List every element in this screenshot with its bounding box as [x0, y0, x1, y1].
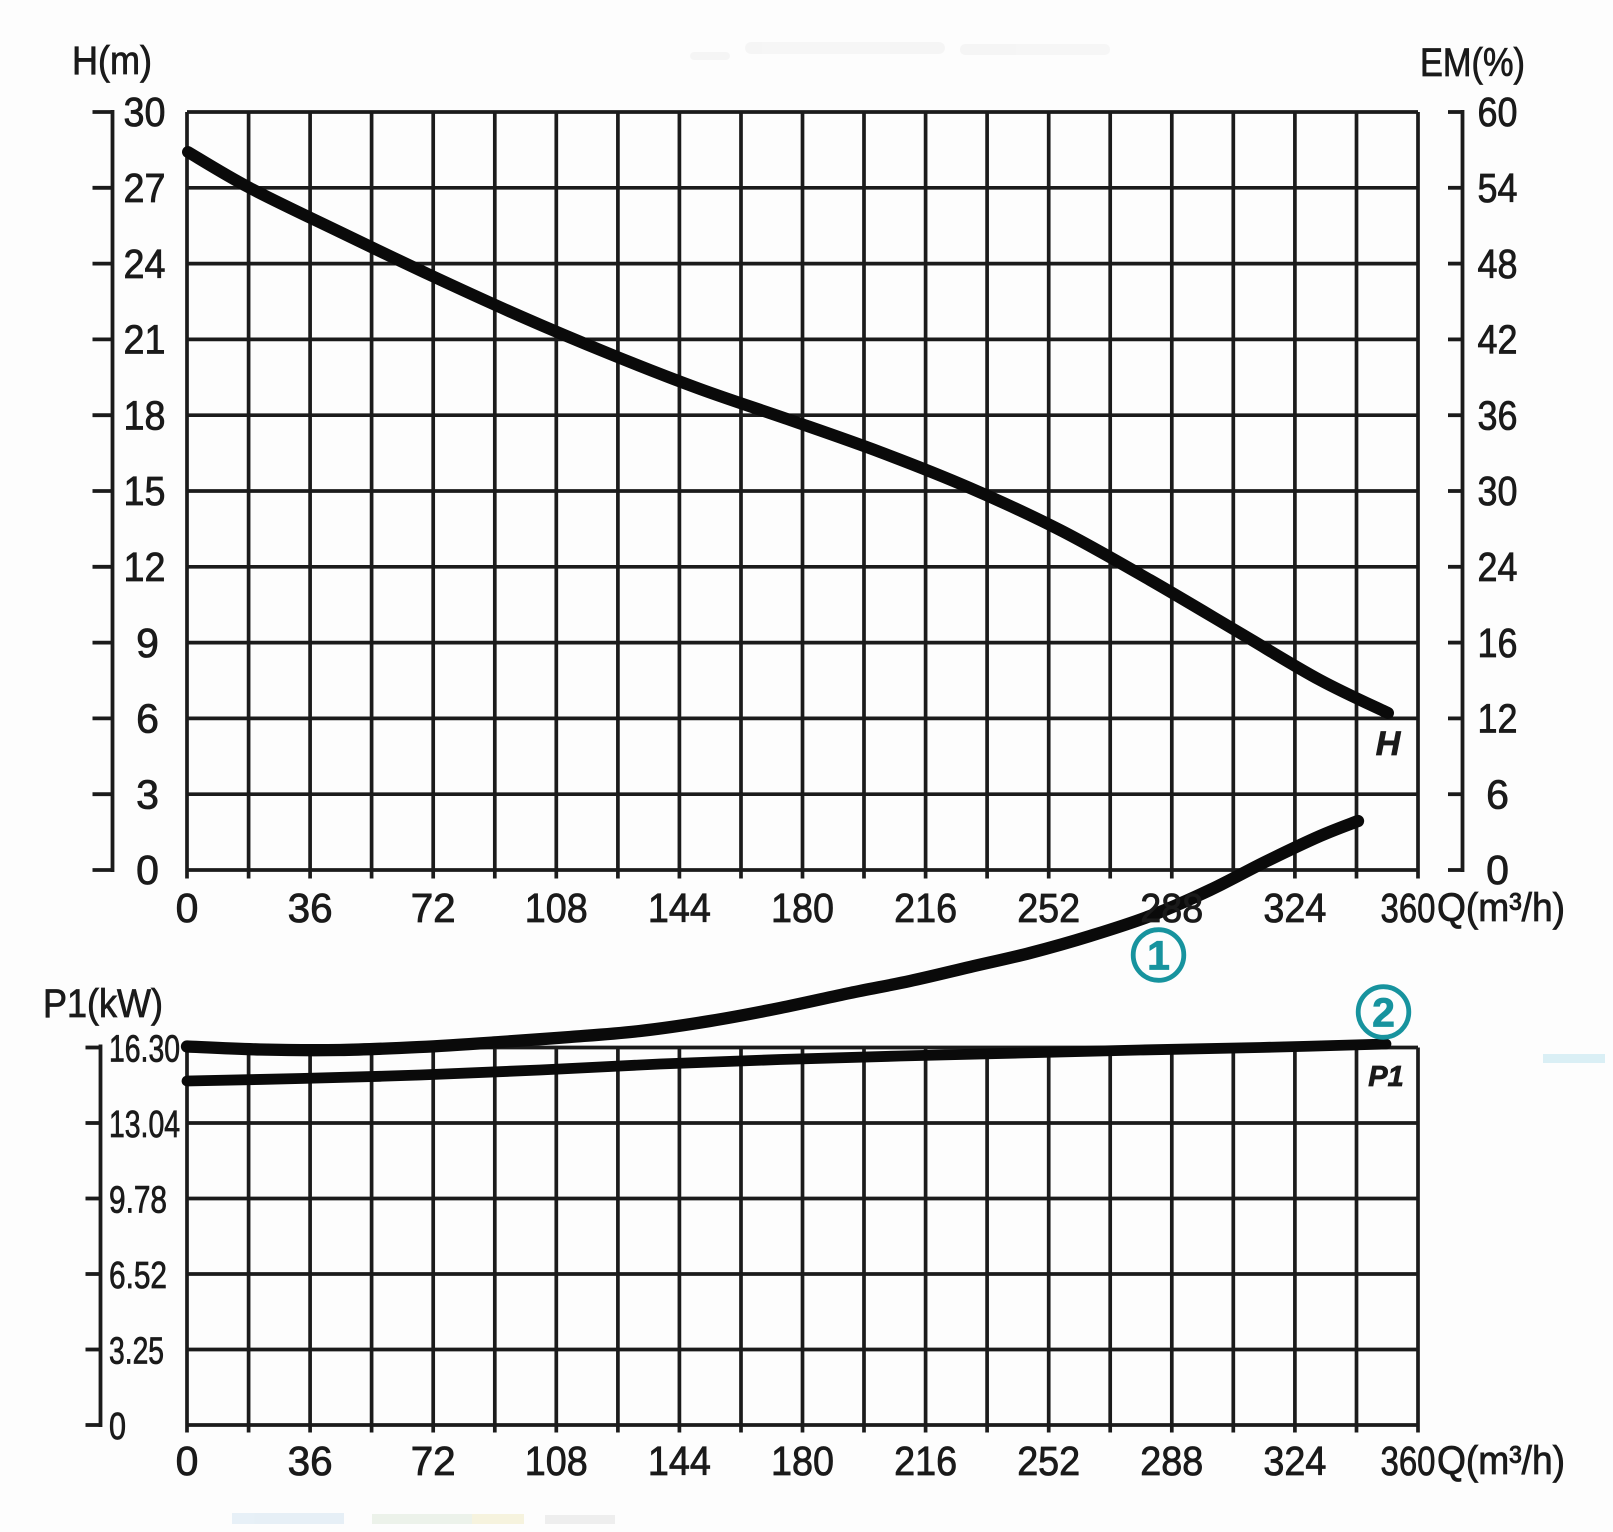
svg-text:36: 36 [1478, 392, 1518, 438]
svg-text:2: 2 [1372, 990, 1395, 1036]
svg-text:12: 12 [124, 544, 166, 590]
svg-text:0: 0 [136, 847, 159, 893]
svg-text:13.04: 13.04 [109, 1104, 180, 1146]
svg-text:0: 0 [176, 885, 199, 931]
svg-text:72: 72 [411, 1438, 456, 1484]
svg-text:18: 18 [124, 392, 166, 438]
svg-text:21: 21 [124, 317, 166, 363]
svg-text:24: 24 [124, 241, 166, 287]
svg-text:H(m): H(m) [72, 39, 152, 83]
svg-text:0: 0 [176, 1438, 199, 1484]
svg-text:54: 54 [1478, 165, 1518, 211]
svg-text:3: 3 [136, 771, 159, 817]
svg-text:36: 36 [288, 885, 333, 931]
svg-text:0: 0 [109, 1406, 126, 1448]
svg-text:H: H [1376, 725, 1402, 763]
svg-text:180: 180 [771, 1438, 834, 1484]
svg-text:6: 6 [1486, 771, 1509, 817]
svg-text:EM(%): EM(%) [1420, 41, 1525, 85]
svg-text:1: 1 [1147, 933, 1170, 979]
svg-text:216: 216 [894, 885, 957, 931]
svg-text:9.78: 9.78 [109, 1179, 167, 1221]
svg-text:Q(m³/h): Q(m³/h) [1437, 886, 1565, 930]
svg-text:6: 6 [136, 696, 159, 742]
svg-text:252: 252 [1017, 1438, 1080, 1484]
svg-text:Q(m³/h): Q(m³/h) [1437, 1439, 1565, 1483]
svg-text:36: 36 [288, 1438, 333, 1484]
svg-text:6.52: 6.52 [109, 1255, 167, 1297]
svg-text:108: 108 [525, 1438, 588, 1484]
svg-text:288: 288 [1140, 885, 1203, 931]
svg-text:15: 15 [124, 468, 166, 514]
svg-text:108: 108 [525, 885, 588, 931]
svg-text:42: 42 [1478, 317, 1518, 363]
svg-text:252: 252 [1017, 885, 1080, 931]
svg-text:P1: P1 [1368, 1061, 1403, 1093]
svg-text:0: 0 [1486, 847, 1509, 893]
svg-text:P1(kW): P1(kW) [43, 982, 163, 1026]
svg-text:16.30: 16.30 [109, 1028, 180, 1070]
svg-text:48: 48 [1478, 241, 1518, 287]
svg-text:30: 30 [124, 89, 166, 135]
svg-text:180: 180 [771, 885, 834, 931]
svg-text:144: 144 [648, 885, 711, 931]
svg-text:60: 60 [1478, 89, 1518, 135]
svg-text:216: 216 [894, 1438, 957, 1484]
svg-text:16: 16 [1478, 620, 1518, 666]
svg-text:360: 360 [1381, 885, 1436, 931]
svg-text:324: 324 [1263, 1438, 1326, 1484]
svg-text:12: 12 [1478, 696, 1518, 742]
svg-text:27: 27 [124, 165, 166, 211]
svg-text:3.25: 3.25 [109, 1330, 164, 1372]
svg-text:288: 288 [1140, 1438, 1203, 1484]
svg-text:30: 30 [1478, 468, 1518, 514]
svg-text:324: 324 [1263, 885, 1326, 931]
svg-text:360: 360 [1381, 1438, 1436, 1484]
svg-text:9: 9 [136, 620, 159, 666]
svg-text:24: 24 [1478, 544, 1518, 590]
svg-text:72: 72 [411, 885, 456, 931]
svg-text:144: 144 [648, 1438, 711, 1484]
